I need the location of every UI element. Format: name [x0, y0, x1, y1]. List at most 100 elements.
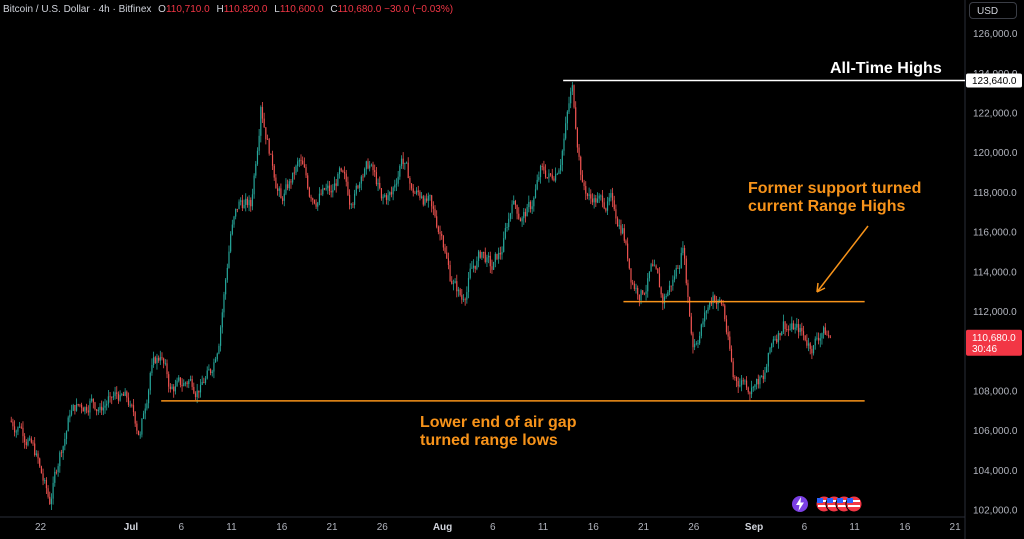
candle-body — [637, 287, 639, 295]
candle-body — [332, 190, 334, 193]
candle-body — [27, 439, 29, 446]
candle-body — [668, 285, 671, 293]
candle-body — [761, 375, 763, 377]
price-tick-label: 104,000.0 — [973, 466, 1018, 477]
candle-body — [767, 352, 769, 367]
candle-body — [384, 195, 386, 197]
candle-body — [777, 333, 779, 343]
symbol-name[interactable]: Bitcoin / U.S. Dollar · 4h · Bitfinex — [3, 4, 152, 15]
candle-body — [724, 305, 726, 320]
candle-body — [518, 213, 520, 219]
candle-body — [585, 186, 587, 194]
candle-body — [405, 162, 408, 164]
price-tick-label: 102,000.0 — [973, 506, 1018, 517]
candle-body — [689, 297, 691, 317]
candle-body — [69, 414, 71, 418]
candle-body — [744, 380, 746, 382]
candle-body — [310, 196, 312, 199]
candle-body — [410, 183, 413, 189]
candle-body — [601, 195, 604, 203]
price-tags-group: 123,640.0 110,680.030:46 — [966, 73, 1022, 356]
candle-body — [288, 181, 290, 189]
candle-body — [362, 176, 364, 178]
candle-body — [462, 299, 465, 301]
price-tick-label: 118,000.0 — [973, 188, 1017, 199]
candle-body — [622, 228, 624, 234]
candle-body — [489, 255, 491, 267]
candle-body — [570, 91, 572, 104]
candle-body — [442, 236, 444, 248]
candle-body — [729, 336, 731, 349]
high-value: 110,820.0 — [223, 4, 268, 15]
candle-body — [343, 172, 346, 174]
lightning-icon[interactable] — [792, 496, 808, 512]
price-tick-label: 126,000.0 — [973, 29, 1018, 40]
range-low-annotation-line2: turned range lows — [420, 432, 558, 449]
candle-body — [759, 376, 761, 385]
candle-body — [365, 161, 367, 169]
time-tick-label: 21 — [326, 522, 338, 533]
candle-body — [648, 271, 650, 279]
candle-body — [59, 452, 61, 467]
candle-body — [65, 431, 68, 439]
open-label: O — [158, 4, 166, 15]
candle-body — [615, 209, 617, 219]
candle-body — [625, 240, 627, 244]
candle-body — [828, 335, 830, 337]
currency-button[interactable]: USD — [969, 2, 1017, 19]
candle-body — [342, 170, 344, 173]
candle-body — [30, 438, 32, 443]
candle-body — [809, 343, 811, 349]
candle-body — [611, 193, 614, 201]
candle-body — [643, 293, 645, 295]
candle-body — [70, 410, 73, 415]
candle-body — [739, 385, 741, 387]
candle-body — [806, 340, 808, 346]
candle-body — [786, 329, 788, 330]
candle-body — [826, 334, 828, 336]
candle-body — [568, 103, 570, 112]
candle-body — [149, 373, 151, 391]
price-tick-label: 114,000.0 — [973, 267, 1017, 278]
candle-body — [166, 363, 168, 375]
candle-body — [774, 338, 776, 340]
current-price-text: 110,680.0 — [972, 333, 1016, 344]
price-tick-label: 120,000.0 — [973, 148, 1018, 159]
candle-body — [258, 135, 260, 151]
candle-body — [37, 453, 39, 459]
candle-body — [523, 211, 525, 219]
candle-body — [109, 396, 111, 398]
candle-body — [102, 407, 104, 411]
candle-body — [590, 194, 592, 199]
candle-body — [556, 173, 558, 175]
candle-body — [807, 343, 810, 346]
candle-body — [419, 191, 421, 198]
us-flag-icon[interactable] — [845, 495, 863, 513]
high-label: H — [216, 4, 224, 15]
candle-body — [653, 265, 656, 267]
symbol-header[interactable]: Bitcoin / U.S. Dollar · 4h · Bitfinex O 1… — [3, 4, 453, 15]
candle-body — [501, 251, 503, 255]
candle-body — [295, 166, 297, 173]
candle-body — [96, 409, 98, 412]
time-axis[interactable]: 22 Jul 6 11 16 21 26 Aug 6 11 16 21 26 Sep 6 11 16 21 — [35, 522, 961, 533]
candle-body — [124, 391, 126, 396]
indicator-icons[interactable] — [790, 494, 870, 514]
candle-body — [596, 198, 599, 203]
candle-body — [176, 380, 178, 387]
candle-body — [446, 252, 448, 259]
candle-body — [22, 427, 24, 437]
candle-body — [148, 390, 150, 404]
candle-body — [380, 188, 382, 199]
candle-body — [797, 324, 800, 333]
candle-body — [132, 405, 135, 413]
candle-body — [178, 377, 180, 381]
candle-body — [550, 173, 552, 175]
time-tick-label: Sep — [745, 522, 763, 533]
candle-body — [781, 331, 783, 336]
candle-body — [297, 161, 299, 167]
candle-body — [772, 339, 774, 344]
candle-body — [560, 164, 562, 171]
candle-body — [457, 289, 460, 292]
